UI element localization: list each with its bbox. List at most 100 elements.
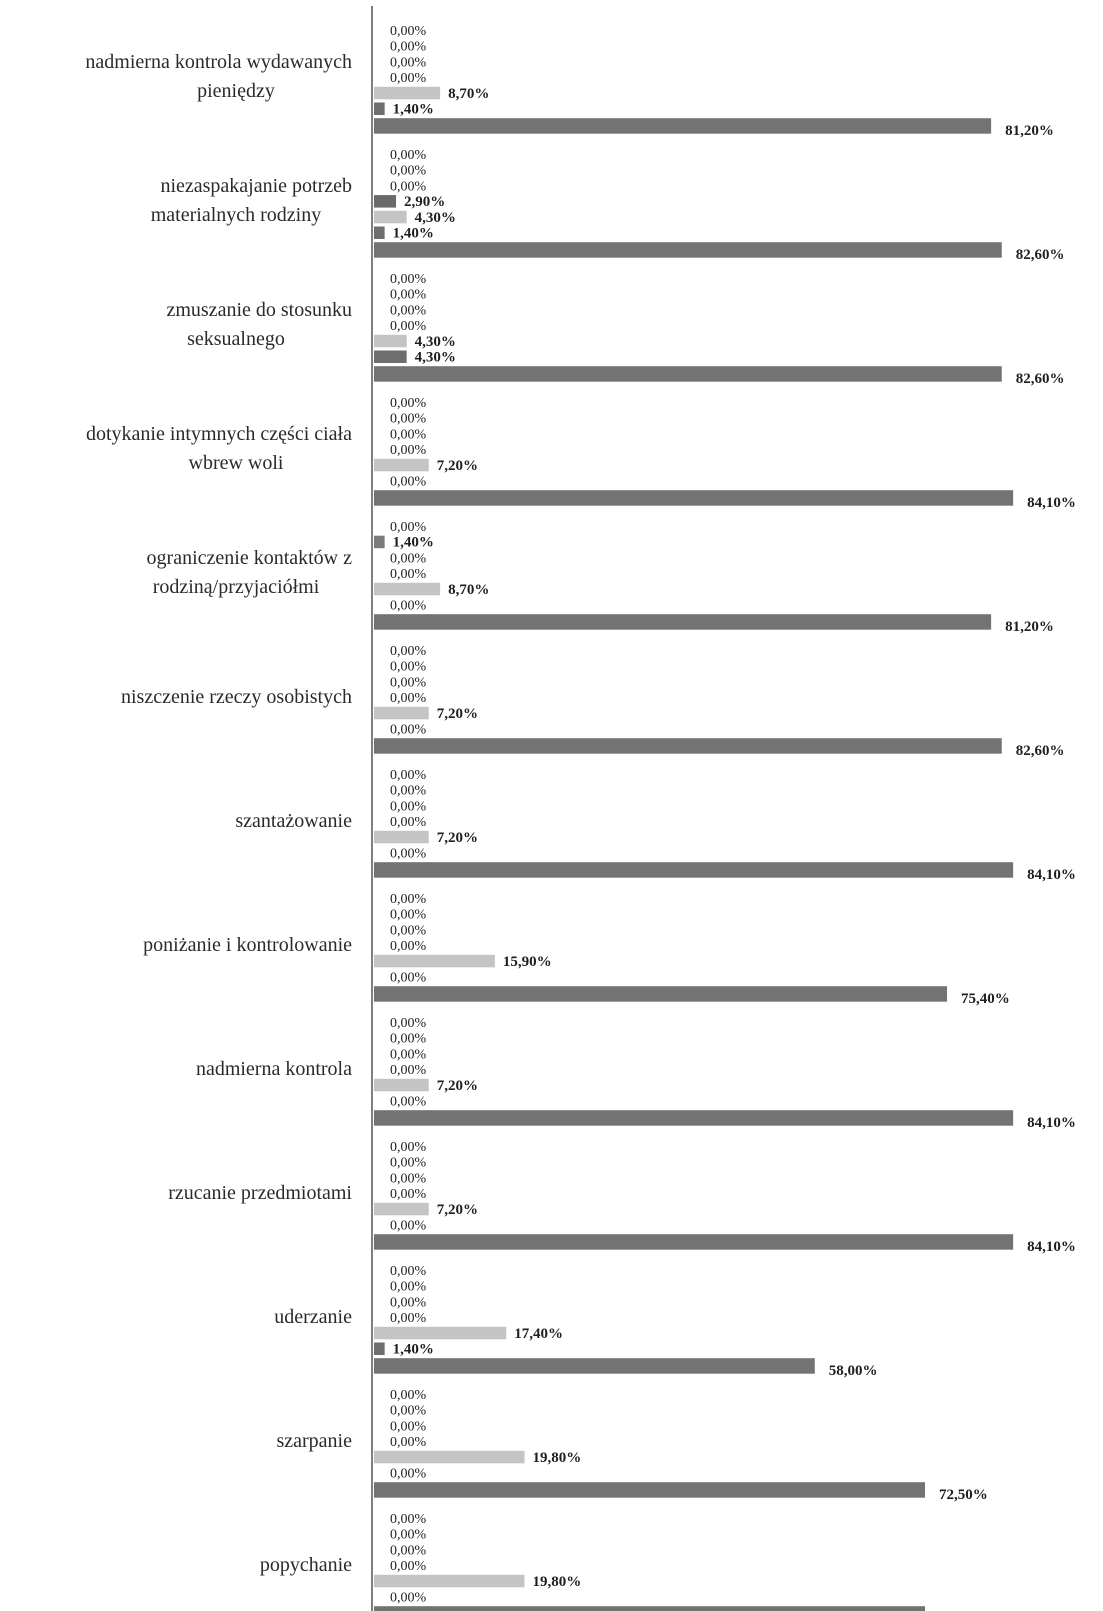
bar [374,1574,525,1588]
data-label: 0,00% [390,319,427,334]
data-label: 17,40% [514,1326,563,1342]
data-label: 0,00% [390,1219,427,1234]
category-label: zmuszanie do stosunku [166,299,352,321]
bar [374,738,1002,754]
bar [374,458,429,472]
bar [374,350,407,363]
bar [374,1326,507,1340]
data-label: 2,90% [404,194,445,210]
data-label: 0,00% [390,908,427,923]
data-label: 0,00% [390,1016,427,1031]
data-label: 0,00% [390,815,427,830]
data-label: 0,00% [390,1187,427,1202]
data-label: 0,00% [390,1591,427,1606]
bar [374,706,429,720]
data-label: 81,20% [1005,123,1054,139]
bar [374,1234,1014,1250]
data-label: 0,00% [390,1032,427,1047]
data-label: 84,10% [1027,1115,1076,1131]
data-label: 4,30% [415,334,456,350]
data-label: 72,50% [939,1487,988,1503]
data-label: 0,00% [390,179,427,194]
data-label: 0,00% [390,288,427,303]
category-labels: nadmierna kontrola wydawanych pieniędzy ni… [85,51,352,1576]
data-label: 0,00% [390,475,427,490]
bar [374,242,1002,258]
data-label: 0,00% [390,1140,427,1155]
data-label: 7,20% [437,458,478,474]
category-label: materialnych rodziny [151,204,322,226]
data-label: 0,00% [390,1559,427,1574]
data-label: 84,10% [1027,867,1076,883]
data-label: 0,00% [390,412,427,427]
data-label: 19,80% [532,1450,581,1466]
category-label: popychanie [260,1554,352,1576]
data-label: 0,00% [390,768,427,783]
data-label: 82,60% [1016,743,1065,759]
data-label: 0,00% [390,1063,427,1078]
data-label: 0,00% [390,799,427,814]
data-label: 0,00% [390,971,427,986]
data-label: 0,00% [390,1311,427,1326]
data-label: 0,00% [390,644,427,659]
data-label: 82,60% [1016,247,1065,263]
bar [374,1482,925,1498]
data-label: 0,00% [390,427,427,442]
data-label: 0,00% [390,551,427,566]
data-label: 0,00% [390,443,427,458]
data-label: 75,40% [961,991,1010,1007]
data-label: 0,00% [390,40,427,55]
data-label: 0,00% [390,1435,427,1450]
category-label: wbrew woli [189,452,284,474]
bar [374,830,429,844]
data-label: 0,00% [390,660,427,675]
data-label: 0,00% [390,148,427,163]
data-label: 0,00% [390,567,427,582]
data-label: 0,00% [390,675,427,690]
data-label: 0,00% [390,24,427,39]
data-label: 0,00% [390,599,427,614]
bar [374,1078,429,1092]
data-label: 8,70% [448,86,489,102]
data-label: 0,00% [390,1156,427,1171]
bar [374,986,948,1002]
data-label: 7,20% [437,1202,478,1218]
data-label: 19,80% [532,1574,581,1590]
data-label: 0,00% [390,396,427,411]
bar [374,1606,925,1611]
category-label: rzucanie przedmiotami [168,1182,352,1204]
bar [374,582,441,596]
data-label: 4,30% [415,210,456,226]
category-label: nadmierna kontrola wydawanych [85,51,352,73]
data-label: 0,00% [390,1512,427,1527]
bars-layer [374,86,1014,1611]
data-label: 0,00% [390,1404,427,1419]
category-label: ograniczenie kontaktów z [147,547,353,569]
data-label: 1,40% [393,102,434,118]
bar [374,535,385,549]
bar [374,954,495,968]
data-label: 0,00% [390,939,427,954]
data-label: 7,20% [437,706,478,722]
bar [374,226,385,239]
data-label: 84,10% [1027,1239,1076,1255]
data-label: 0,00% [390,1264,427,1279]
data-label: 1,40% [393,1342,434,1358]
bar [374,1450,525,1464]
data-label: 0,00% [390,1528,427,1543]
category-label: szarpanie [276,1430,352,1452]
data-label: 1,40% [393,535,434,551]
category-label: poniżanie i kontrolowanie [143,934,352,956]
data-label: 0,00% [390,164,427,179]
bar [374,1342,385,1355]
data-label: 0,00% [390,1280,427,1295]
data-label: 0,00% [390,71,427,86]
data-label: 0,00% [390,55,427,70]
data-label: 7,20% [437,1078,478,1094]
category-label: nadmierna kontrola [196,1058,352,1080]
data-label: 0,00% [390,1543,427,1558]
data-label: 0,00% [390,1467,427,1482]
data-label: 84,10% [1027,495,1076,511]
